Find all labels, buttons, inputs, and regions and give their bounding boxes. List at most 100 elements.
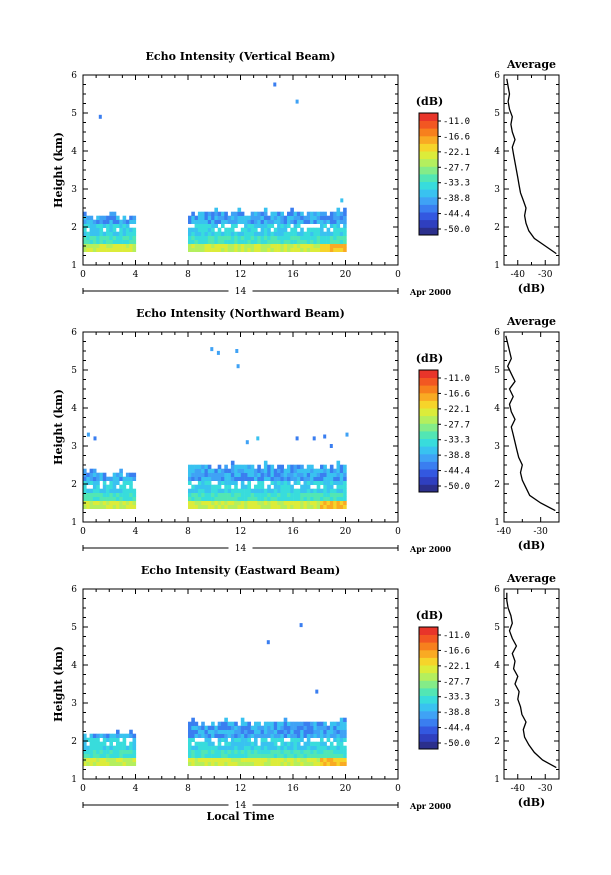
heatmap-cell xyxy=(217,757,222,762)
heatmap-cell xyxy=(237,215,242,220)
heatmap-cell xyxy=(237,211,242,216)
heatmap-cell xyxy=(129,733,133,738)
heatmap-cell xyxy=(283,243,288,248)
heatmap-cell xyxy=(99,749,104,754)
heatmap-cell xyxy=(254,247,258,252)
heatmap-cell xyxy=(313,721,317,726)
heatmap-cell xyxy=(257,757,261,762)
heatmap-cell xyxy=(240,239,245,244)
heatmap-cell xyxy=(234,484,238,489)
heatmap-cell xyxy=(204,480,209,485)
heatmap-cell xyxy=(306,753,311,758)
heatmap-cell xyxy=(287,504,291,509)
y-tick-label: 2 xyxy=(71,480,77,490)
heatmap-cell xyxy=(280,749,284,754)
heatmap-cell xyxy=(204,247,209,252)
heatmap-cell xyxy=(254,476,258,481)
heatmap-cell xyxy=(244,492,248,497)
heatmap-cell xyxy=(125,235,130,240)
heatmap-cell xyxy=(250,472,255,477)
heatmap-cell xyxy=(106,504,110,509)
heatmap-cell xyxy=(247,231,251,236)
heatmap-cell xyxy=(194,721,199,726)
heatmap-cell xyxy=(217,247,222,252)
heatmap-cell xyxy=(244,725,248,730)
heatmap-cell xyxy=(290,468,294,473)
profile-y-tick-label: 3 xyxy=(494,699,500,709)
colorbar: (dB)-11.0-16.6-22.1-27.7-33.3-38.8-44.4-… xyxy=(416,609,470,750)
x-tick-label: 4 xyxy=(133,270,139,280)
heatmap-cell xyxy=(237,500,242,505)
heatmap-cell xyxy=(313,488,317,493)
heatmap-cell xyxy=(326,476,331,481)
heatmap-cell xyxy=(204,215,209,220)
heatmap-cell xyxy=(122,761,127,766)
heatmap-cell xyxy=(197,733,202,738)
heatmap-cell xyxy=(244,753,248,758)
heatmap-cell xyxy=(316,733,321,738)
heatmap-cell xyxy=(247,504,251,509)
heatmap-cell xyxy=(194,215,199,220)
heatmap-cell xyxy=(119,235,123,240)
heatmap-cell xyxy=(211,761,215,766)
heatmap-cell xyxy=(277,749,281,754)
heatmap-cell xyxy=(221,496,225,501)
heatmap-cell xyxy=(326,231,331,236)
heatmap-cell xyxy=(250,733,255,738)
heatmap-cell xyxy=(326,235,331,240)
heatmap-cell xyxy=(211,215,215,220)
heatmap-cell xyxy=(132,737,137,742)
heatmap-cell xyxy=(227,488,232,493)
heatmap-cell xyxy=(339,239,344,244)
heatmap-cell xyxy=(260,500,265,505)
heatmap-cell xyxy=(333,761,337,766)
heatmap-cell xyxy=(270,235,275,240)
heatmap-cell xyxy=(224,468,228,473)
heatmap-cell xyxy=(260,757,265,762)
heatmap-cell xyxy=(214,729,218,734)
heatmap-cell xyxy=(310,235,314,240)
heatmap-cell xyxy=(211,247,215,252)
heatmap-cell xyxy=(280,745,284,750)
heatmap-cell xyxy=(221,480,225,485)
heatmap-cell xyxy=(207,500,212,505)
heatmap-cell xyxy=(201,741,205,746)
heatmap-cell xyxy=(188,219,192,224)
heatmap-cell xyxy=(99,219,104,224)
heatmap-cell xyxy=(106,239,110,244)
heatmap-cell xyxy=(129,484,133,489)
heatmap-cell xyxy=(283,215,288,220)
heatmap-cell xyxy=(89,215,94,220)
heatmap-cell xyxy=(326,504,331,509)
heatmap-cell xyxy=(260,235,265,240)
heatmap-cell xyxy=(263,488,268,493)
heatmap-cell xyxy=(125,480,130,485)
heatmap-cell xyxy=(270,239,275,244)
heatmap-cell xyxy=(313,472,317,477)
heatmap-cell xyxy=(339,468,344,473)
heatmap-cell xyxy=(83,468,87,473)
heatmap-cell xyxy=(221,472,225,477)
panel-3: Echo Intensity (Eastward Beam)0 4 8 12 16 20 0… xyxy=(52,564,560,823)
heatmap-cell xyxy=(119,741,123,746)
heatmap-cell xyxy=(257,733,261,738)
heatmap-cell xyxy=(323,721,327,726)
heatmap-cell xyxy=(267,741,271,746)
heatmap-cell xyxy=(191,211,195,216)
heatmap-cell xyxy=(247,215,251,220)
heatmap-cell xyxy=(221,733,225,738)
heatmap-cell xyxy=(240,496,245,501)
heatmap-cell xyxy=(125,227,130,232)
heatmap-cell xyxy=(221,500,225,505)
colorbar-tick-label: -33.3 xyxy=(443,693,470,703)
heatmap-cell xyxy=(99,500,104,505)
heatmap-cell xyxy=(119,745,123,750)
echo-point xyxy=(323,434,327,439)
heatmap-cell xyxy=(116,496,120,501)
heatmap-cell xyxy=(89,243,94,248)
heatmap-cell xyxy=(89,761,94,766)
heatmap-cell xyxy=(306,480,311,485)
heatmap-cell xyxy=(320,745,324,750)
colorbar-tick-label: -44.4 xyxy=(443,467,470,477)
heatmap-cell xyxy=(96,500,100,505)
